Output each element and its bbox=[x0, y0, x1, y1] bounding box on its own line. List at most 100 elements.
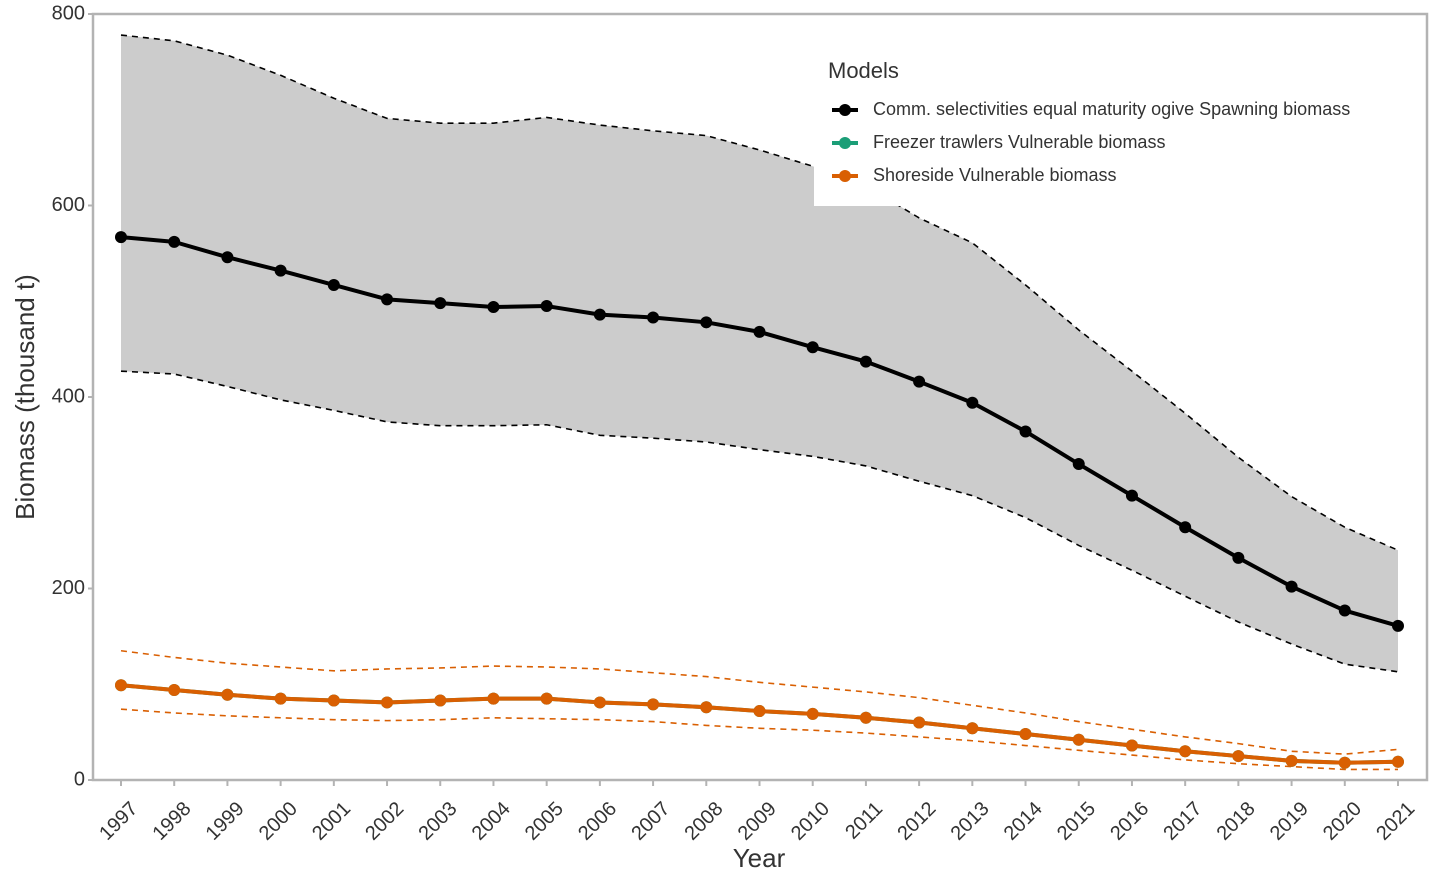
series-point bbox=[1125, 489, 1138, 502]
y-tick-label: 400 bbox=[52, 385, 85, 407]
series-point bbox=[168, 683, 181, 696]
series-point bbox=[1019, 728, 1032, 741]
x-tick-label: 2012 bbox=[893, 798, 940, 845]
series-point bbox=[1285, 580, 1298, 593]
x-tick-label: 2017 bbox=[1159, 798, 1206, 845]
series-point bbox=[168, 235, 181, 248]
series-point bbox=[1392, 619, 1404, 632]
x-tick-label: 2005 bbox=[521, 798, 568, 845]
x-tick-label: 1998 bbox=[148, 798, 195, 845]
y-tick-label: 0 bbox=[74, 768, 85, 790]
x-tick-label: 2009 bbox=[734, 798, 781, 845]
series-point bbox=[115, 679, 127, 692]
x-tick-label: 2010 bbox=[787, 798, 834, 845]
series-point bbox=[593, 308, 606, 321]
series-point bbox=[381, 293, 394, 306]
x-tick-label: 2008 bbox=[681, 798, 728, 845]
confidence-bound bbox=[120, 649, 1399, 755]
series-point bbox=[647, 698, 660, 711]
series-point bbox=[966, 396, 979, 409]
series-point bbox=[274, 692, 287, 705]
x-axis-title: Year bbox=[733, 843, 786, 873]
series-point bbox=[1338, 604, 1351, 617]
x-tick-label: 2020 bbox=[1319, 798, 1366, 845]
x-tick-label: 2019 bbox=[1266, 798, 1313, 845]
y-tick-label: 800 bbox=[52, 2, 85, 24]
series-point bbox=[1392, 755, 1404, 768]
y-tick-label: 200 bbox=[52, 577, 85, 599]
series-point bbox=[1125, 739, 1138, 752]
x-tick-label: 2021 bbox=[1372, 798, 1419, 845]
series-point bbox=[487, 692, 500, 705]
series-point bbox=[381, 696, 394, 709]
x-tick-label: 2006 bbox=[574, 798, 621, 845]
series-point bbox=[221, 251, 234, 264]
confidence-ribbon bbox=[121, 35, 1398, 672]
series-point bbox=[859, 711, 872, 724]
legend-title: Models bbox=[828, 58, 899, 83]
x-tick-label: 2014 bbox=[1000, 798, 1047, 845]
series-point bbox=[1072, 458, 1085, 471]
legend-point bbox=[839, 137, 851, 149]
series-point bbox=[1072, 733, 1085, 746]
series-point bbox=[221, 688, 234, 701]
confidence-bound bbox=[120, 34, 1399, 551]
series-point bbox=[434, 694, 447, 707]
series-point bbox=[274, 264, 287, 277]
series-point bbox=[700, 316, 713, 329]
series-point bbox=[700, 701, 713, 714]
series-point bbox=[327, 694, 340, 707]
legend-label: Comm. selectivities equal maturity ogive… bbox=[873, 99, 1350, 119]
series-point bbox=[647, 311, 660, 324]
series-line bbox=[120, 683, 1399, 765]
legend-label: Freezer trawlers Vulnerable biomass bbox=[873, 132, 1165, 152]
x-tick-label: 2000 bbox=[255, 798, 302, 845]
series-point bbox=[966, 722, 979, 735]
series-point bbox=[434, 297, 447, 310]
series-point bbox=[913, 375, 926, 388]
x-tick-label: 1999 bbox=[202, 798, 249, 845]
series-line bbox=[120, 683, 1399, 765]
x-tick-label: 2013 bbox=[947, 798, 994, 845]
series-point bbox=[115, 231, 127, 244]
series-point bbox=[1179, 521, 1192, 534]
series-point bbox=[1019, 425, 1032, 438]
legend: Models Comm. selectivities equal maturity… bbox=[814, 50, 1394, 206]
series-point bbox=[753, 705, 766, 718]
x-tick-label: 2003 bbox=[414, 798, 461, 845]
y-tick-label: 600 bbox=[52, 194, 85, 216]
x-tick-label: 2011 bbox=[841, 798, 887, 844]
series-point bbox=[1232, 551, 1245, 564]
y-axis-title: Biomass (thousand t) bbox=[10, 274, 40, 520]
x-tick-label: 2016 bbox=[1106, 798, 1153, 845]
legend-background bbox=[814, 50, 1394, 206]
series-point bbox=[540, 300, 553, 313]
series-point bbox=[1232, 750, 1245, 763]
legend-point bbox=[839, 104, 851, 116]
series-point bbox=[1285, 754, 1298, 767]
x-tick-label: 2004 bbox=[468, 798, 515, 845]
series-point bbox=[327, 278, 340, 291]
series-point bbox=[593, 696, 606, 709]
confidence-bound bbox=[120, 708, 1398, 771]
series-point bbox=[753, 325, 766, 338]
series-point bbox=[487, 300, 500, 313]
series-point bbox=[1338, 756, 1351, 769]
series-point bbox=[540, 692, 553, 705]
x-tick-label: 2015 bbox=[1053, 798, 1100, 845]
series-point bbox=[806, 707, 819, 720]
series-point bbox=[913, 716, 926, 729]
panel-border bbox=[91, 12, 1429, 782]
legend-label: Shoreside Vulnerable biomass bbox=[873, 165, 1116, 185]
x-tick-label: 2002 bbox=[361, 798, 408, 845]
x-tick-label: 2001 bbox=[308, 798, 355, 845]
x-tick-label: 1997 bbox=[95, 798, 142, 845]
legend-point bbox=[839, 170, 851, 182]
x-tick-label: 2018 bbox=[1213, 798, 1260, 845]
series-point bbox=[859, 355, 872, 368]
series-point bbox=[1179, 745, 1192, 758]
x-tick-label: 2007 bbox=[627, 798, 674, 845]
series-point bbox=[806, 341, 819, 354]
